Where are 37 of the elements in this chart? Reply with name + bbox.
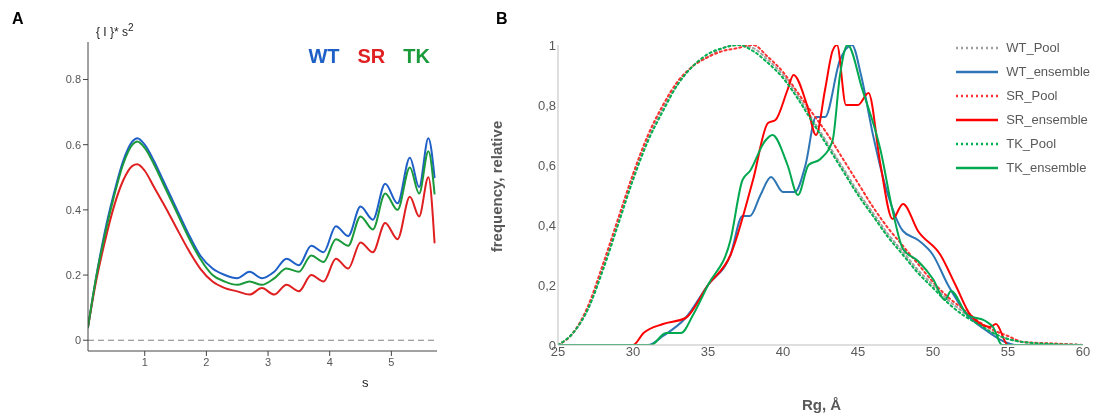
y-tick-label: 0 xyxy=(74,334,81,347)
y-tick-label: 0.4 xyxy=(65,203,81,216)
text: WT xyxy=(308,45,340,68)
legend-label: WT_ensemble xyxy=(1006,64,1090,79)
x-axis-title: Rg, Å xyxy=(802,396,842,413)
x-tick-label: 35 xyxy=(700,344,716,360)
y-tick-label: 0.2 xyxy=(65,268,81,281)
y-tick-label: 0.6 xyxy=(65,138,81,151)
x-tick-label: 3 xyxy=(264,355,272,368)
x-axis-title: s xyxy=(362,375,369,390)
legend-label: TK_Pool xyxy=(1006,136,1057,151)
y-axis-title: { I }* s$^{2}$ xyxy=(96,22,134,39)
x-tick-label: 50 xyxy=(925,344,941,360)
x-tick-label: 5 xyxy=(388,355,395,368)
x-tick-label: 2 xyxy=(203,355,210,368)
chart-title: A xyxy=(12,10,24,28)
x-tick-label: 45 xyxy=(850,344,866,360)
y-tick-label: 0.8 xyxy=(65,73,81,86)
x-tick-label: 1 xyxy=(141,355,148,368)
y-tick-label: 0,6 xyxy=(537,157,556,173)
legend-label: SR_Pool xyxy=(1006,88,1058,103)
x-tick-label: 4 xyxy=(326,355,333,368)
chart-title: B xyxy=(496,10,508,28)
x-tick-label: 55 xyxy=(1000,344,1016,360)
y-tick-label: 0,2 xyxy=(537,277,556,293)
x-tick-label: 40 xyxy=(775,344,791,360)
x-tick-label: 30 xyxy=(625,344,641,360)
text: TK xyxy=(403,45,430,68)
y-tick-label: 0,8 xyxy=(537,97,556,113)
text: SR xyxy=(357,45,386,68)
y-tick-label: 0,4 xyxy=(537,217,556,233)
x-tick-label: 60 xyxy=(1075,344,1091,360)
y-axis-title: frequency, relative xyxy=(488,120,505,253)
y-tick-label: 1 xyxy=(548,37,556,53)
legend-label: SR_ensemble xyxy=(1006,112,1088,127)
legend-label: WT_Pool xyxy=(1006,40,1060,55)
legend-label: TK_ensemble xyxy=(1006,160,1087,175)
